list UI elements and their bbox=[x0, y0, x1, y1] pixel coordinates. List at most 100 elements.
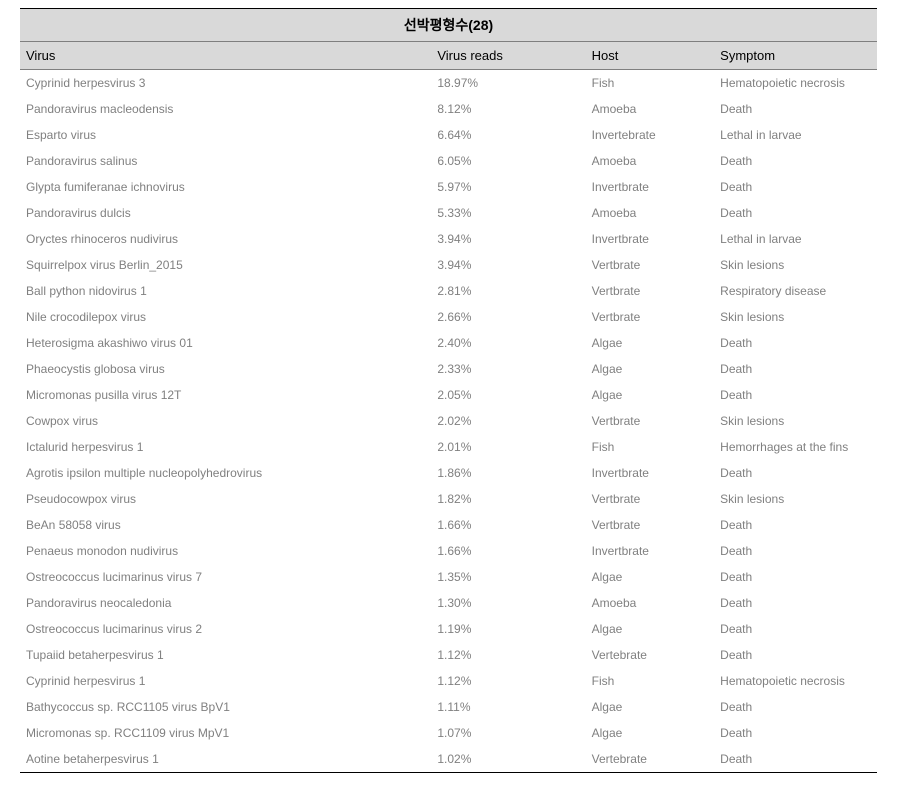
cell-host: Invertbrate bbox=[586, 174, 715, 200]
table-row: Cyprinid herpesvirus 11.12%FishHematopoi… bbox=[20, 668, 877, 694]
cell-virus-name: Cowpox virus bbox=[20, 408, 431, 434]
cell-virus-reads: 8.12% bbox=[431, 96, 585, 122]
col-header-virus: Virus bbox=[20, 42, 431, 70]
cell-symptom: Skin lesions bbox=[714, 252, 877, 278]
cell-virus-name: Cyprinid herpesvirus 3 bbox=[20, 70, 431, 97]
cell-virus-reads: 2.81% bbox=[431, 278, 585, 304]
cell-virus-reads: 5.33% bbox=[431, 200, 585, 226]
table-row: Ostreococcus lucimarinus virus 21.19%Alg… bbox=[20, 616, 877, 642]
table-row: Phaeocystis globosa virus2.33%AlgaeDeath bbox=[20, 356, 877, 382]
cell-virus-reads: 2.33% bbox=[431, 356, 585, 382]
cell-virus-reads: 1.19% bbox=[431, 616, 585, 642]
cell-virus-name: Penaeus monodon nudivirus bbox=[20, 538, 431, 564]
cell-symptom: Death bbox=[714, 460, 877, 486]
cell-symptom: Skin lesions bbox=[714, 304, 877, 330]
cell-symptom: Death bbox=[714, 200, 877, 226]
table-row: Agrotis ipsilon multiple nucleopolyhedro… bbox=[20, 460, 877, 486]
col-header-host: Host bbox=[586, 42, 715, 70]
cell-host: Invertbrate bbox=[586, 460, 715, 486]
table-row: Aotine betaherpesvirus 11.02%VertebrateD… bbox=[20, 746, 877, 773]
table-row: Oryctes rhinoceros nudivirus3.94%Invertb… bbox=[20, 226, 877, 252]
cell-virus-reads: 1.12% bbox=[431, 668, 585, 694]
cell-virus-reads: 1.30% bbox=[431, 590, 585, 616]
cell-symptom: Lethal in larvae bbox=[714, 226, 877, 252]
cell-symptom: Death bbox=[714, 642, 877, 668]
cell-symptom: Death bbox=[714, 148, 877, 174]
cell-host: Fish bbox=[586, 668, 715, 694]
cell-virus-name: Cyprinid herpesvirus 1 bbox=[20, 668, 431, 694]
cell-virus-name: Pandoravirus macleodensis bbox=[20, 96, 431, 122]
cell-host: Fish bbox=[586, 434, 715, 460]
cell-symptom: Lethal in larvae bbox=[714, 122, 877, 148]
cell-virus-reads: 6.64% bbox=[431, 122, 585, 148]
cell-virus-reads: 1.86% bbox=[431, 460, 585, 486]
table-row: Pandoravirus neocaledonia1.30%AmoebaDeat… bbox=[20, 590, 877, 616]
cell-virus-reads: 6.05% bbox=[431, 148, 585, 174]
cell-virus-name: Pseudocowpox virus bbox=[20, 486, 431, 512]
cell-symptom: Death bbox=[714, 330, 877, 356]
table-row: Penaeus monodon nudivirus1.66%Invertbrat… bbox=[20, 538, 877, 564]
cell-host: Algae bbox=[586, 356, 715, 382]
cell-virus-name: Pandoravirus dulcis bbox=[20, 200, 431, 226]
cell-symptom: Death bbox=[714, 96, 877, 122]
cell-virus-name: Ictalurid herpesvirus 1 bbox=[20, 434, 431, 460]
cell-host: Algae bbox=[586, 616, 715, 642]
col-header-reads: Virus reads bbox=[431, 42, 585, 70]
cell-host: Vertbrate bbox=[586, 278, 715, 304]
table-row: Ictalurid herpesvirus 12.01%FishHemorrha… bbox=[20, 434, 877, 460]
table-row: Pseudocowpox virus1.82%VertbrateSkin les… bbox=[20, 486, 877, 512]
table-row: Bathycoccus sp. RCC1105 virus BpV11.11%A… bbox=[20, 694, 877, 720]
cell-virus-name: Oryctes rhinoceros nudivirus bbox=[20, 226, 431, 252]
cell-host: Algae bbox=[586, 564, 715, 590]
cell-virus-reads: 2.02% bbox=[431, 408, 585, 434]
table-row: Pandoravirus salinus6.05%AmoebaDeath bbox=[20, 148, 877, 174]
cell-host: Amoeba bbox=[586, 96, 715, 122]
cell-symptom: Hemorrhages at the fins bbox=[714, 434, 877, 460]
cell-host: Algae bbox=[586, 720, 715, 746]
cell-symptom: Death bbox=[714, 382, 877, 408]
table-row: Pandoravirus dulcis5.33%AmoebaDeath bbox=[20, 200, 877, 226]
cell-host: Amoeba bbox=[586, 200, 715, 226]
cell-virus-name: Aotine betaherpesvirus 1 bbox=[20, 746, 431, 773]
cell-host: Vertebrate bbox=[586, 642, 715, 668]
cell-virus-reads: 2.01% bbox=[431, 434, 585, 460]
table-row: Heterosigma akashiwo virus 012.40%AlgaeD… bbox=[20, 330, 877, 356]
cell-host: Amoeba bbox=[586, 590, 715, 616]
cell-virus-name: Ostreococcus lucimarinus virus 2 bbox=[20, 616, 431, 642]
table-row: Cyprinid herpesvirus 318.97%FishHematopo… bbox=[20, 70, 877, 97]
cell-symptom: Death bbox=[714, 512, 877, 538]
table-row: Tupaiid betaherpesvirus 11.12%Vertebrate… bbox=[20, 642, 877, 668]
table-row: Micromonas pusilla virus 12T2.05%AlgaeDe… bbox=[20, 382, 877, 408]
cell-virus-name: Glypta fumiferanae ichnovirus bbox=[20, 174, 431, 200]
cell-virus-reads: 2.66% bbox=[431, 304, 585, 330]
table-row: Esparto virus6.64%InvertebrateLethal in … bbox=[20, 122, 877, 148]
cell-symptom: Death bbox=[714, 174, 877, 200]
cell-symptom: Skin lesions bbox=[714, 486, 877, 512]
cell-symptom: Death bbox=[714, 746, 877, 773]
cell-symptom: Death bbox=[714, 720, 877, 746]
cell-symptom: Skin lesions bbox=[714, 408, 877, 434]
cell-host: Algae bbox=[586, 382, 715, 408]
cell-symptom: Death bbox=[714, 538, 877, 564]
table-row: Squirrelpox virus Berlin_20153.94%Vertbr… bbox=[20, 252, 877, 278]
cell-symptom: Death bbox=[714, 356, 877, 382]
virus-table: 선박평형수(28) Virus Virus reads Host Symptom… bbox=[20, 8, 877, 773]
table-row: Ostreococcus lucimarinus virus 71.35%Alg… bbox=[20, 564, 877, 590]
cell-virus-reads: 1.07% bbox=[431, 720, 585, 746]
cell-host: Vertbrate bbox=[586, 304, 715, 330]
table-row: Pandoravirus macleodensis8.12%AmoebaDeat… bbox=[20, 96, 877, 122]
cell-virus-name: Pandoravirus salinus bbox=[20, 148, 431, 174]
table-row: Micromonas sp. RCC1109 virus MpV11.07%Al… bbox=[20, 720, 877, 746]
cell-virus-reads: 3.94% bbox=[431, 252, 585, 278]
cell-symptom: Hematopoietic necrosis bbox=[714, 70, 877, 97]
cell-symptom: Death bbox=[714, 590, 877, 616]
cell-virus-name: Esparto virus bbox=[20, 122, 431, 148]
cell-virus-name: Phaeocystis globosa virus bbox=[20, 356, 431, 382]
cell-virus-reads: 3.94% bbox=[431, 226, 585, 252]
cell-host: Invertbrate bbox=[586, 226, 715, 252]
cell-virus-name: Ostreococcus lucimarinus virus 7 bbox=[20, 564, 431, 590]
cell-host: Vertebrate bbox=[586, 746, 715, 773]
cell-virus-reads: 1.12% bbox=[431, 642, 585, 668]
table-body: Cyprinid herpesvirus 318.97%FishHematopo… bbox=[20, 70, 877, 773]
table-title: 선박평형수(28) bbox=[20, 9, 877, 42]
